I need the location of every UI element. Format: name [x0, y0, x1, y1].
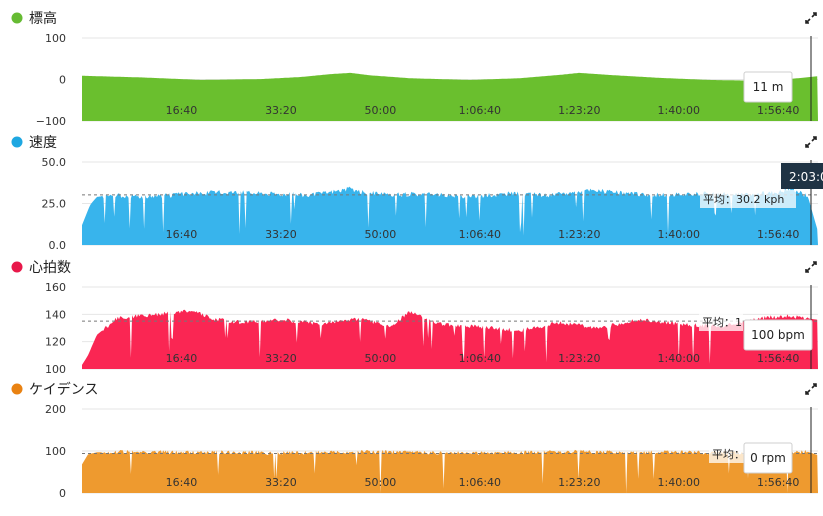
x-tick-label: 16:40	[166, 352, 198, 365]
average-label: 平均：30.2 kph	[703, 193, 784, 206]
x-tick-label: 1:56:40	[757, 228, 799, 241]
expand-arrow-ne	[811, 136, 817, 142]
expand-icon[interactable]	[804, 382, 818, 396]
x-tick-label: 1:06:40	[459, 352, 501, 365]
expand-icon[interactable]	[804, 11, 818, 25]
x-tick-label: 1:40:00	[658, 104, 700, 117]
chart-title: 心拍数	[29, 260, 71, 276]
chart-title: 標高	[29, 10, 57, 27]
y-tick-label: 120	[45, 336, 66, 349]
x-tick-label: 50:00	[365, 352, 397, 365]
x-tick-label: 1:23:20	[558, 352, 600, 365]
average-label-bg	[699, 313, 743, 331]
x-tick-label: 1:23:20	[558, 104, 600, 117]
x-tick-label: 50:00	[365, 104, 397, 117]
x-tick-label: 1:56:40	[757, 104, 799, 117]
expand-arrow-ne	[811, 383, 817, 389]
x-tick-label: 1:40:00	[658, 228, 700, 241]
expand-arrow-sw	[805, 389, 811, 395]
expand-icon[interactable]	[804, 260, 818, 274]
x-tick-label: 33:20	[265, 228, 297, 241]
y-tick-label: 0.0	[49, 239, 67, 252]
chart-title: 速度	[29, 135, 57, 151]
series-area-elevation	[82, 72, 818, 121]
y-tick-label: 140	[45, 308, 66, 321]
x-tick-label: 16:40	[166, 104, 198, 117]
chart-cadence: ケイデンス 200 100 0 16:40 33:20 50:00 1:06:40 1:23:2…	[11, 381, 818, 500]
x-tick-label: 16:40	[166, 228, 198, 241]
expand-arrow-ne	[811, 12, 817, 18]
expand-arrow-sw	[805, 18, 811, 24]
cursor-time-bg	[781, 163, 823, 189]
y-tick-label: 100	[45, 363, 66, 376]
chart-elevation: 標高 100 0 −100 16:40 33:20 50:00 1:06:40 1:23:20 1…	[11, 10, 818, 128]
expand-arrow-sw	[805, 267, 811, 273]
x-tick-label: 33:20	[265, 352, 297, 365]
tooltip-value: 11 m	[753, 80, 784, 94]
expand-arrow-sw	[805, 142, 811, 148]
chart-heart-rate: 心拍数 160 140 120 100 16:40 33:20 50:00 1:06:40 1:2…	[11, 260, 818, 376]
y-tick-label: 25.0	[42, 198, 67, 211]
x-tick-label: 1:40:00	[658, 476, 700, 489]
legend-dot-elevation	[11, 12, 23, 24]
expand-hitbox	[804, 135, 818, 149]
x-tick-label: 1:23:20	[558, 476, 600, 489]
expand-hitbox	[804, 382, 818, 396]
y-tick-label: 160	[45, 281, 66, 294]
average-label-bg	[700, 190, 796, 208]
cursor-time-badge: 2:03:0	[781, 163, 823, 189]
x-tick-label: 1:06:40	[459, 104, 501, 117]
y-tick-label: 200	[45, 403, 66, 416]
expand-hitbox	[804, 11, 818, 25]
tooltip-value: 0 rpm	[750, 451, 786, 465]
series-area-speed	[82, 186, 818, 245]
y-tick-label: 50.0	[42, 156, 67, 169]
x-tick-label: 1:23:20	[558, 228, 600, 241]
chart-speed: 速度 50.0 25.0 0.0 16:40 33:20 50:00 1:06:40 1:23:…	[11, 135, 818, 252]
x-tick-label: 1:06:40	[459, 228, 501, 241]
y-tick-label: 0	[59, 74, 66, 87]
expand-icon[interactable]	[804, 135, 818, 149]
x-tick-label: 1:06:40	[459, 476, 501, 489]
legend-dot-heart-rate	[11, 261, 23, 273]
legend-dot-speed	[11, 136, 23, 148]
expand-arrow-ne	[811, 261, 817, 267]
y-tick-label: 0	[59, 487, 66, 500]
y-tick-label: 100	[45, 445, 66, 458]
series-area-heart-rate	[82, 309, 818, 369]
y-tick-label: 100	[45, 32, 66, 45]
cursor-time-text: 2:03:0	[789, 170, 823, 184]
x-tick-label: 50:00	[365, 228, 397, 241]
expand-hitbox	[804, 260, 818, 274]
tooltip-value: 100 bpm	[751, 328, 805, 342]
chart-title: ケイデンス	[29, 381, 98, 398]
x-tick-label: 1:40:00	[658, 352, 700, 365]
x-tick-label: 33:20	[265, 476, 297, 489]
x-tick-label: 50:00	[365, 476, 397, 489]
tooltip-box	[743, 442, 793, 474]
tooltip-box	[743, 71, 793, 103]
x-tick-label: 1:56:40	[757, 476, 799, 489]
average-label: 平均：1	[702, 316, 742, 329]
legend-dot-cadence	[11, 383, 23, 395]
x-tick-label: 33:20	[265, 104, 297, 117]
x-tick-label: 1:56:40	[757, 352, 799, 365]
tooltip-box	[743, 319, 813, 351]
x-tick-label: 16:40	[166, 476, 198, 489]
y-tick-label: −100	[36, 115, 66, 128]
series-area-cadence	[82, 449, 818, 493]
